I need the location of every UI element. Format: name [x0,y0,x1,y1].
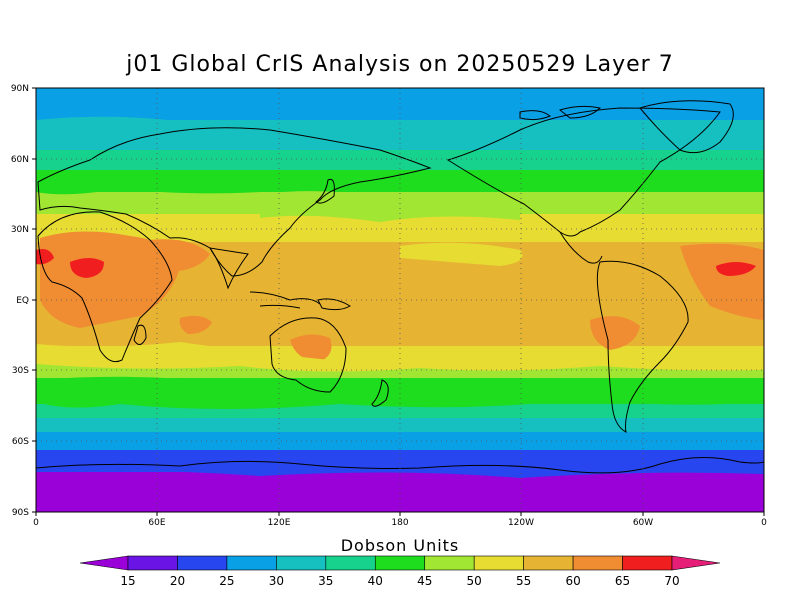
colorbar-swatch [226,555,277,571]
coastlines [36,100,764,474]
coast-newguinea [317,298,351,311]
band-30S [36,364,764,378]
colorbar-tick-label: 30 [269,574,284,588]
tick-marks [32,87,765,516]
blob-sh-yellow [36,342,764,372]
band-60S [36,432,764,450]
blob-westafrica-red [36,249,54,265]
colorbar-max-arrow [671,555,721,571]
coast-arctic-islands [519,105,602,121]
colorbar-tick-label: 65 [615,574,630,588]
blob-brazil-orange [590,316,640,350]
band-50N [36,150,764,170]
y-tick-label: EQ [16,296,29,306]
colorbar-swatch [374,555,426,571]
coast-eurasia [37,127,432,277]
colorbar-swatch [177,555,228,571]
coast-japan [315,178,335,204]
colorbar-tick-label: 50 [467,574,482,588]
y-tick-label: 60S [12,437,29,447]
blob-atlantic-red [716,262,756,276]
colorbar-tick-label: 40 [368,574,383,588]
x-tick-label: 120E [268,518,291,528]
colorbar-swatch [325,555,376,571]
colorbar-swatch [424,555,475,571]
coast-australia [269,317,347,393]
colorbar-min-arrow [79,555,129,571]
colorbar-swatch [572,555,623,571]
coast-antarctica [36,457,764,474]
y-tick-label: 30S [12,366,29,376]
blob-europe-green [36,172,260,195]
band-55S [36,418,764,432]
colorbar-tick-label: 55 [516,574,531,588]
colorbar-swatch [622,555,673,571]
y-tick-label: 60N [11,155,29,165]
x-tick-label: 60E [148,518,165,528]
colorbar-swatch [473,555,524,571]
coast-madagascar [133,324,147,345]
blob-nh-light-green [260,191,520,222]
graticule [36,88,764,512]
colorbar-tick-label: 60 [565,574,580,588]
coast-mexico [559,231,603,264]
blob-africa-orange [40,231,180,328]
x-tick-labels: 0 60E 120E 180 120W 60W 0 [33,518,767,528]
colorbar-tick-label: 15 [120,574,135,588]
blob-sh-green [36,376,764,409]
colorbar-tick-label: 35 [318,574,333,588]
blob-indian-orange [179,315,212,334]
y-tick-label: 90S [12,508,29,518]
blob-pacific-yellow [400,242,523,266]
coast-india [208,247,249,290]
colorbar-tick-label: 45 [417,574,432,588]
colorbar: 15 20 25 30 35 40 45 50 55 60 65 70 [79,555,721,588]
x-tick-label: 180 [391,518,408,528]
colorbar-swatch [127,555,178,571]
colorbar-title: Dobson Units [340,536,460,555]
colorbar-tick-label: 25 [219,574,234,588]
map-title: j01 Global CrIS Analysis on 20250529 Lay… [126,52,674,77]
x-tick-label: 60W [633,518,653,528]
x-tick-label: 0 [33,518,39,528]
blob-sahara-red [70,258,104,278]
coast-indonesia [249,291,321,309]
x-tick-label: 0 [761,518,767,528]
y-tick-labels: 90N 60N 30N EQ 30S 60S 90S [11,84,29,518]
colorbar-tick-label: 20 [170,574,185,588]
y-tick-label: 90N [11,84,29,94]
blob-australia-orange [290,334,332,362]
coast-north-america [446,107,721,237]
coast-africa [37,211,173,363]
x-tick-label: 120W [508,518,534,528]
coast-newzealand [371,379,389,407]
colorbar-swatch [523,555,574,571]
colorbar-swatch [276,555,327,571]
blob-saudi-orange [150,239,210,272]
colorbar-tick-label: 70 [664,574,679,588]
coast-south-america [596,260,689,433]
y-tick-label: 30N [11,225,29,235]
coast-greenland [639,100,734,154]
blob-arctic-teal [36,116,764,145]
